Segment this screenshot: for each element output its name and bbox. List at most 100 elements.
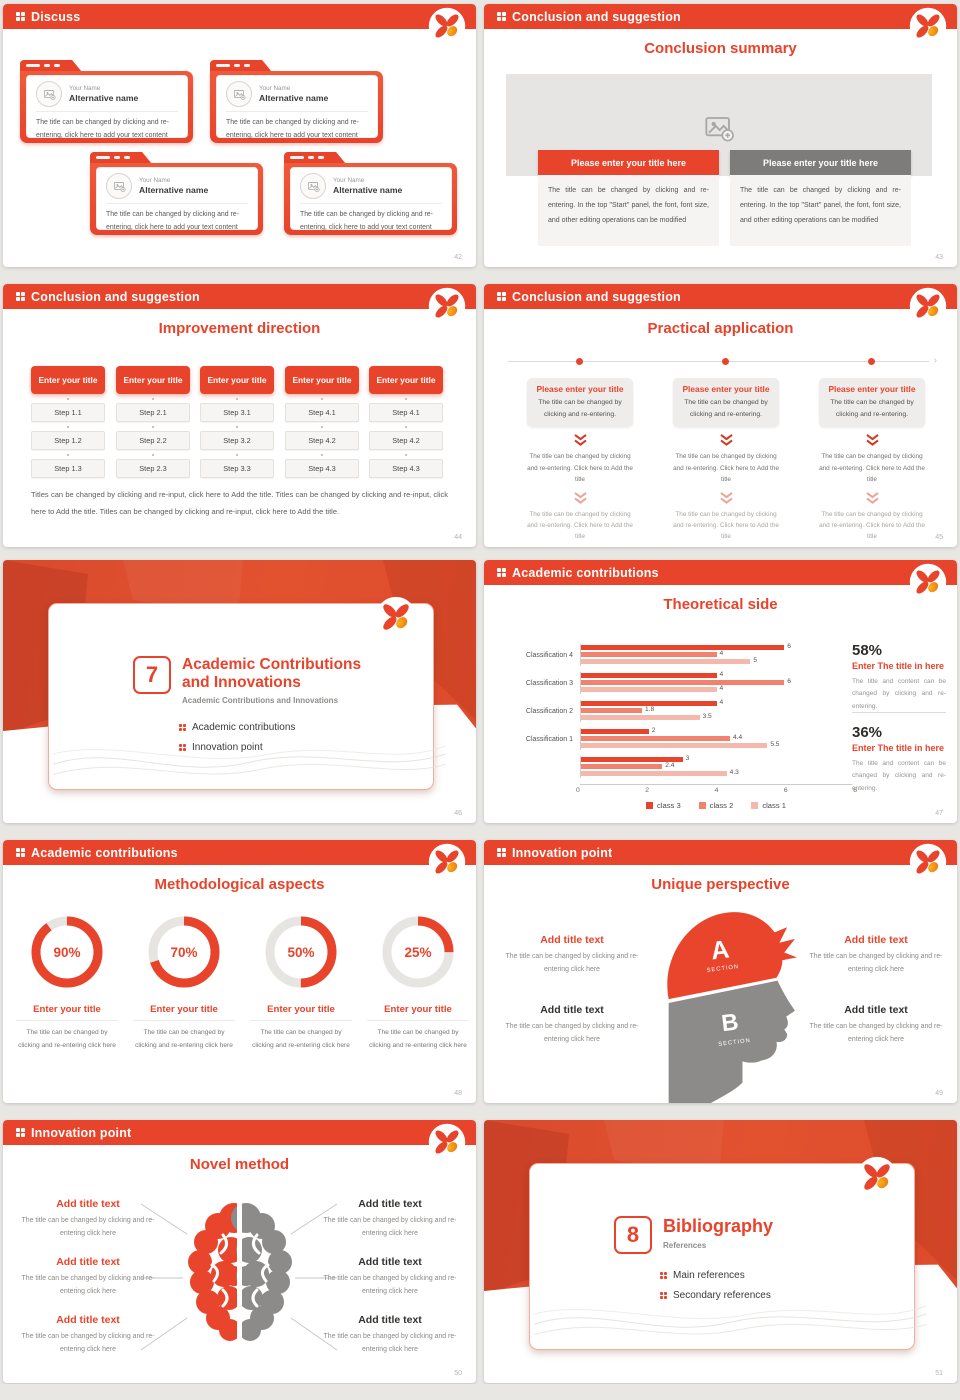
block-title: Add title text (56, 1314, 120, 1326)
step-column: Enter your title Step 4.1 Step 4.2 Step … (369, 366, 443, 478)
bar-chart: Classification 4 6 4 5 Classification 3 … (504, 644, 857, 810)
chart-legend: class 3 class 2 class 1 (580, 794, 852, 810)
name-label: Your Name (333, 177, 365, 184)
slide-title: Methodological aspects (154, 876, 325, 893)
chevron-down-icon (573, 492, 588, 504)
card-title: Alternative name (259, 93, 329, 103)
category-label: Classification 2 (525, 707, 573, 715)
name-label: Your Name (69, 85, 101, 92)
title-bar-gray: Please enter your title here (730, 150, 911, 175)
text-block: Add title text The title can be changed … (315, 1256, 465, 1299)
bullet-item: Secondary references (660, 1290, 771, 1301)
header-title: Innovation point (512, 845, 613, 860)
header-bar: Academic contributions (3, 840, 476, 865)
step-box: Step 4.1 (285, 403, 359, 422)
panel-body-text: The title can be changed by clicking and… (730, 175, 911, 246)
donut-title: Enter your title (250, 1004, 352, 1021)
logo-icon (428, 7, 466, 45)
header-dots-icon (16, 1128, 25, 1137)
folder-card: Your Name Alternative name The title can… (210, 60, 383, 143)
process-step-text: The title can be changed by clicking and… (673, 453, 779, 483)
slide-conclusion-summary[interactable]: Conclusion and suggestion Conclusion sum… (484, 4, 957, 267)
step-column: Enter your title Step 3.1 Step 3.2 Step … (200, 366, 274, 478)
slide-section-8[interactable]: 8 Bibliography References Main reference… (484, 1120, 957, 1383)
category-label (504, 756, 580, 778)
card-title: Alternative name (333, 185, 403, 195)
bullet-label: Academic contributions (192, 722, 296, 733)
section-title-line1: Bibliography (663, 1216, 774, 1236)
timeline-dot (576, 358, 583, 365)
step-box: Step 4.2 (369, 431, 443, 450)
slide-discuss[interactable]: Discuss Your Name Alternative name The t… (3, 4, 476, 267)
process-body: The title can be changed by clicking and… (684, 399, 768, 419)
folder-inner-card: Your Name Alternative name The title can… (290, 167, 452, 231)
timeline-dot (722, 358, 729, 365)
step-box: Step 4.1 (369, 403, 443, 422)
step-box: Step 2.2 (116, 431, 190, 450)
block-title: Add title text (358, 1256, 422, 1268)
percent-label: 70% (170, 944, 198, 960)
page-number: 44 (454, 534, 462, 541)
slide-theoretical-side[interactable]: Academic contributions Theoretical side … (484, 560, 957, 823)
section-card: 7 Academic Contributions and Innovations… (48, 603, 446, 790)
stat-title: Enter The title in here (852, 661, 945, 671)
page-number: 46 (454, 810, 462, 817)
header-bar: Conclusion and suggestion (3, 284, 476, 309)
bullet-item: Innovation point (179, 742, 295, 753)
chevron-down-icon (573, 434, 588, 446)
header-bar: Conclusion and suggestion (484, 4, 957, 29)
block-title: Add title text (844, 1004, 908, 1016)
text-block: Add title text The title can be changed … (315, 1198, 465, 1241)
block-title: Add title text (56, 1256, 120, 1268)
title-button: Enter your title (285, 366, 359, 394)
image-icon (106, 173, 132, 199)
slide-title: Practical application (647, 320, 794, 337)
slide-improvement-direction[interactable]: Conclusion and suggestion Improvement di… (3, 284, 476, 547)
svg-text:SECTION: SECTION (706, 964, 739, 974)
timeline-arrow-icon: › (933, 355, 937, 366)
bullet-item: Main references (660, 1270, 771, 1281)
step-box: Step 2.3 (116, 459, 190, 478)
text-block: Add title text The title can be changed … (498, 934, 646, 977)
chart-group: Classification 3 4 6 4 (504, 672, 852, 694)
chart-group: Classification 1 2 4.4 5.5 (504, 728, 852, 750)
slide-practical-application[interactable]: Conclusion and suggestion Practical appl… (484, 284, 957, 547)
footer-text: Titles can be changed by clicking and re… (31, 490, 448, 516)
chevron-down-icon (719, 434, 734, 446)
head-diagram: A SECTION B SECTION (667, 912, 797, 1103)
page-number: 47 (935, 810, 943, 817)
stat-title: Enter The title in here (852, 743, 945, 753)
slide-title: Improvement direction (158, 320, 321, 337)
bullet-dots-icon (660, 1272, 667, 1279)
timeline-line (508, 361, 929, 362)
page-bottom-strip (0, 1384, 960, 1400)
stat-body: The title and content can be changed by … (852, 760, 946, 792)
page-number: 49 (935, 1090, 943, 1097)
step-box: Step 1.3 (31, 459, 105, 478)
header-dots-icon (16, 292, 25, 301)
slide-novel-method[interactable]: Innovation point Novel method (3, 1120, 476, 1383)
slide-methodological-aspects[interactable]: Academic contributions Methodological as… (3, 840, 476, 1103)
header-title: Innovation point (31, 1125, 132, 1140)
category-label: Classification 3 (525, 679, 573, 687)
header-dots-icon (497, 848, 506, 857)
logo-icon (856, 1156, 898, 1198)
block-body: The title can be changed by clicking and… (323, 1333, 457, 1354)
percent-label: 50% (287, 944, 315, 960)
section-title-line2: and Innovations (182, 673, 301, 691)
donut-block: 50% Enter your title The title can be ch… (250, 912, 352, 1052)
header-dots-icon (497, 292, 506, 301)
process-column: Please enter your title The title can be… (527, 378, 633, 543)
bullet-dots-icon (660, 1292, 667, 1299)
header-dots-icon (16, 12, 25, 21)
logo-icon (375, 596, 417, 638)
slide-section-7[interactable]: 7 Academic Contributions and Innovations… (3, 560, 476, 823)
process-title: Please enter your title (536, 384, 624, 394)
divider (852, 712, 946, 713)
section-b-label: B (720, 1008, 740, 1036)
wave-pattern (53, 745, 446, 776)
block-body: The title can be changed by clicking and… (505, 1023, 639, 1044)
bullet-label: Innovation point (192, 742, 263, 753)
slide-unique-perspective[interactable]: Innovation point Unique perspective A SE… (484, 840, 957, 1103)
